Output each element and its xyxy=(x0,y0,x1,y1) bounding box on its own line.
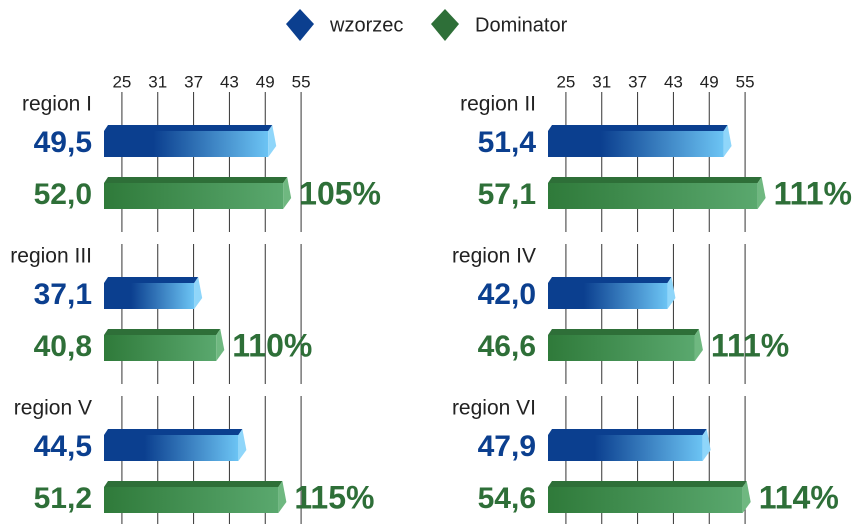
bar-top xyxy=(104,177,288,183)
bar xyxy=(104,283,195,309)
legend-swatch xyxy=(431,9,459,41)
x-tick-label: 55 xyxy=(736,72,755,91)
ratio-label: 111% xyxy=(711,327,789,363)
value-label: 51,4 xyxy=(478,126,537,159)
region-title: region V xyxy=(14,397,92,420)
value-label: 40,8 xyxy=(34,330,92,363)
region-title: region III xyxy=(10,245,92,268)
bar-top xyxy=(548,125,728,131)
value-label: 49,5 xyxy=(34,126,92,159)
bar-cap xyxy=(757,177,766,209)
bar xyxy=(548,435,703,461)
region-title: region IV xyxy=(452,245,536,268)
bar-top xyxy=(104,329,221,335)
value-label: 46,6 xyxy=(478,330,536,363)
x-tick-label: 49 xyxy=(700,72,719,91)
value-label: 42,0 xyxy=(478,278,536,311)
ratio-label: 111% xyxy=(774,175,852,211)
bar-top xyxy=(104,125,273,131)
value-label: 54,6 xyxy=(478,482,536,515)
bar-cap xyxy=(278,481,287,513)
bar-top xyxy=(548,481,747,487)
bar-top xyxy=(548,277,672,283)
bar-top xyxy=(104,481,283,487)
bar-cap xyxy=(742,481,751,513)
region-title: region I xyxy=(22,93,92,116)
bar xyxy=(548,183,758,209)
x-tick-label: 25 xyxy=(556,72,575,91)
x-tick-label: 31 xyxy=(148,72,167,91)
legend-swatch xyxy=(286,9,314,41)
bar-cap xyxy=(694,329,703,361)
x-tick-label: 37 xyxy=(628,72,647,91)
bar-cap xyxy=(723,125,732,157)
bar xyxy=(548,487,743,513)
bar-top xyxy=(548,429,707,435)
bar-cap xyxy=(238,429,247,461)
ratio-label: 105% xyxy=(299,175,381,211)
value-label: 47,9 xyxy=(478,430,536,463)
x-tick-label: 25 xyxy=(112,72,131,91)
bar xyxy=(104,435,239,461)
bar-cap xyxy=(667,277,676,309)
bar-top xyxy=(104,277,199,283)
ratio-label: 114% xyxy=(759,479,839,515)
ratio-label: 110% xyxy=(232,327,312,363)
bar xyxy=(104,131,269,157)
bar xyxy=(548,131,724,157)
bar xyxy=(104,487,279,513)
bar-top xyxy=(104,429,243,435)
value-label: 37,1 xyxy=(34,278,92,311)
bar-cap xyxy=(194,277,203,309)
bar-cap xyxy=(268,125,277,157)
bar xyxy=(548,283,668,309)
value-label: 57,1 xyxy=(478,178,536,211)
value-label: 44,5 xyxy=(34,430,92,463)
bar-top xyxy=(548,329,699,335)
bar xyxy=(548,335,695,361)
x-tick-label: 55 xyxy=(292,72,311,91)
bar-cap xyxy=(283,177,292,209)
value-label: 51,2 xyxy=(34,482,92,515)
value-label: 52,0 xyxy=(34,178,92,211)
bar xyxy=(104,183,284,209)
bar xyxy=(104,335,217,361)
region-title: region VI xyxy=(452,397,536,420)
x-tick-label: 37 xyxy=(184,72,203,91)
x-tick-label: 43 xyxy=(220,72,239,91)
x-tick-label: 31 xyxy=(592,72,611,91)
x-tick-label: 49 xyxy=(256,72,275,91)
bar-cap xyxy=(216,329,225,361)
x-tick-label: 43 xyxy=(664,72,683,91)
legend-label: wzorzec xyxy=(329,14,403,36)
bar-cap xyxy=(702,429,711,461)
legend-label: Dominator xyxy=(475,14,568,36)
bar-top xyxy=(548,177,762,183)
ratio-label: 115% xyxy=(294,479,374,515)
region-title: region II xyxy=(460,93,536,116)
